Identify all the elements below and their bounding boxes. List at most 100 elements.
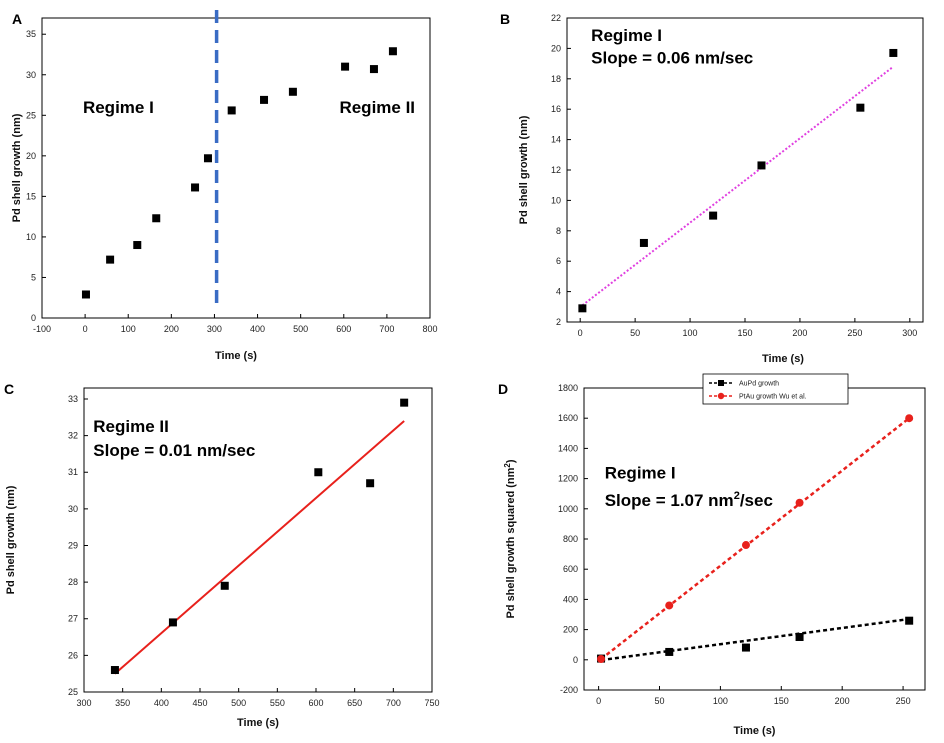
plot-frame [83, 387, 433, 693]
data-point [314, 468, 323, 477]
y-tick-label: 200 [563, 625, 578, 635]
data-point [110, 666, 119, 675]
data-point [203, 154, 212, 163]
x-tick-label: 100 [121, 324, 136, 334]
x-tick-label: 100 [683, 328, 698, 338]
y-tick-label: 30 [26, 70, 36, 80]
x-axis-label: Time (s) [237, 717, 279, 729]
annotation: Regime I [591, 26, 662, 45]
x-tick-label: 300 [902, 328, 917, 338]
y-tick-label: 31 [68, 467, 78, 477]
x-tick-label: 300 [207, 324, 222, 334]
panel-d: D 0 50 100 150 200 250 -200 0 200 400 600 800 1000 120… [498, 373, 926, 737]
legend-marker [717, 392, 725, 400]
data-point [578, 304, 587, 313]
data-point [369, 65, 378, 74]
data-point [665, 647, 674, 656]
panel-letter: D [498, 381, 508, 397]
fit-line [114, 420, 405, 675]
x-tick-label: 50 [630, 328, 640, 338]
series-fit-line [600, 417, 910, 661]
data-point [665, 601, 674, 610]
y-tick-label: 22 [551, 13, 561, 23]
data-point [81, 290, 90, 299]
y-tick-label: 10 [26, 232, 36, 242]
y-tick-label: 25 [68, 687, 78, 697]
x-axis-label: Time (s) [762, 353, 804, 365]
data-point [795, 632, 804, 641]
y-tick-label: 20 [551, 43, 561, 53]
data-point [191, 183, 200, 192]
y-tick-label: 27 [68, 614, 78, 624]
y-tick-label: 29 [68, 540, 78, 550]
data-point [905, 616, 914, 625]
y-tick-label: 28 [68, 577, 78, 587]
x-tick-label: 800 [422, 324, 437, 334]
x-tick-label: 200 [164, 324, 179, 334]
panel-letter: A [12, 11, 22, 27]
x-tick-label: 100 [713, 696, 728, 706]
y-tick-label: 1000 [558, 504, 578, 514]
data-point [856, 103, 865, 112]
y-tick-label: 30 [68, 504, 78, 514]
data-point [220, 581, 229, 590]
y-tick-label: -200 [560, 685, 578, 695]
annotation: Slope = 0.06 nm/sec [591, 49, 753, 68]
data-point [757, 161, 766, 170]
data-point [106, 255, 115, 264]
series-fit-line [600, 617, 910, 662]
x-tick-label: 50 [654, 696, 664, 706]
y-axis-label: Pd shell growth squared (nm2) [503, 459, 517, 618]
y-tick-label: 32 [68, 431, 78, 441]
y-tick-label: 6 [556, 256, 561, 266]
data-point [400, 398, 409, 407]
legend-marker [718, 380, 724, 386]
data-point [741, 643, 750, 652]
panel-a: A-100 0 100 200 300 400 500 600 700 8000510152025… [11, 10, 438, 362]
data-point [597, 655, 606, 664]
x-tick-label: 500 [231, 698, 246, 708]
y-tick-label: 18 [551, 74, 561, 84]
annotation: Regime II [339, 98, 415, 117]
x-tick-label: -100 [33, 324, 51, 334]
annotation: Slope = 1.07 nm2/sec [605, 490, 773, 510]
y-tick-label: 20 [26, 151, 36, 161]
y-tick-label: 600 [563, 564, 578, 574]
x-tick-label: 700 [379, 324, 394, 334]
x-tick-label: 400 [250, 324, 265, 334]
x-tick-label: 550 [270, 698, 285, 708]
fit-line [581, 65, 894, 307]
x-tick-label: 250 [896, 696, 911, 706]
annotation: Regime I [605, 464, 676, 483]
x-tick-label: 0 [596, 696, 601, 706]
y-axis-label: Pd shell growth (nm) [11, 113, 23, 222]
plot-frame [583, 387, 926, 691]
data-point [260, 95, 269, 104]
y-tick-label: 33 [68, 394, 78, 404]
y-tick-label: 26 [68, 650, 78, 660]
data-point [905, 414, 914, 423]
x-tick-label: 350 [115, 698, 130, 708]
y-tick-label: 0 [31, 313, 36, 323]
x-tick-label: 250 [847, 328, 862, 338]
data-point [152, 214, 161, 223]
y-tick-label: 2 [556, 317, 561, 327]
y-tick-label: 16 [551, 104, 561, 114]
legend-box [702, 373, 849, 405]
x-tick-label: 500 [293, 324, 308, 334]
y-tick-label: 1200 [558, 474, 578, 484]
data-point [709, 211, 718, 220]
x-axis-label: Time (s) [734, 725, 776, 737]
x-tick-label: 650 [347, 698, 362, 708]
text-part: Slope = 1.07 nm [605, 491, 734, 510]
x-axis-label: Time (s) [215, 350, 257, 362]
y-tick-label: 25 [26, 110, 36, 120]
panel-b: B 0 50 100 150 200 250 300 2 4 6 8 10 12 14 16 18 20 22 Tim… [500, 11, 924, 365]
legend-label: AuPd growth [739, 381, 779, 388]
x-tick-label: 0 [578, 328, 583, 338]
data-point [741, 541, 750, 550]
y-tick-label: 8 [556, 226, 561, 236]
x-tick-label: 600 [336, 324, 351, 334]
x-tick-label: 200 [792, 328, 807, 338]
